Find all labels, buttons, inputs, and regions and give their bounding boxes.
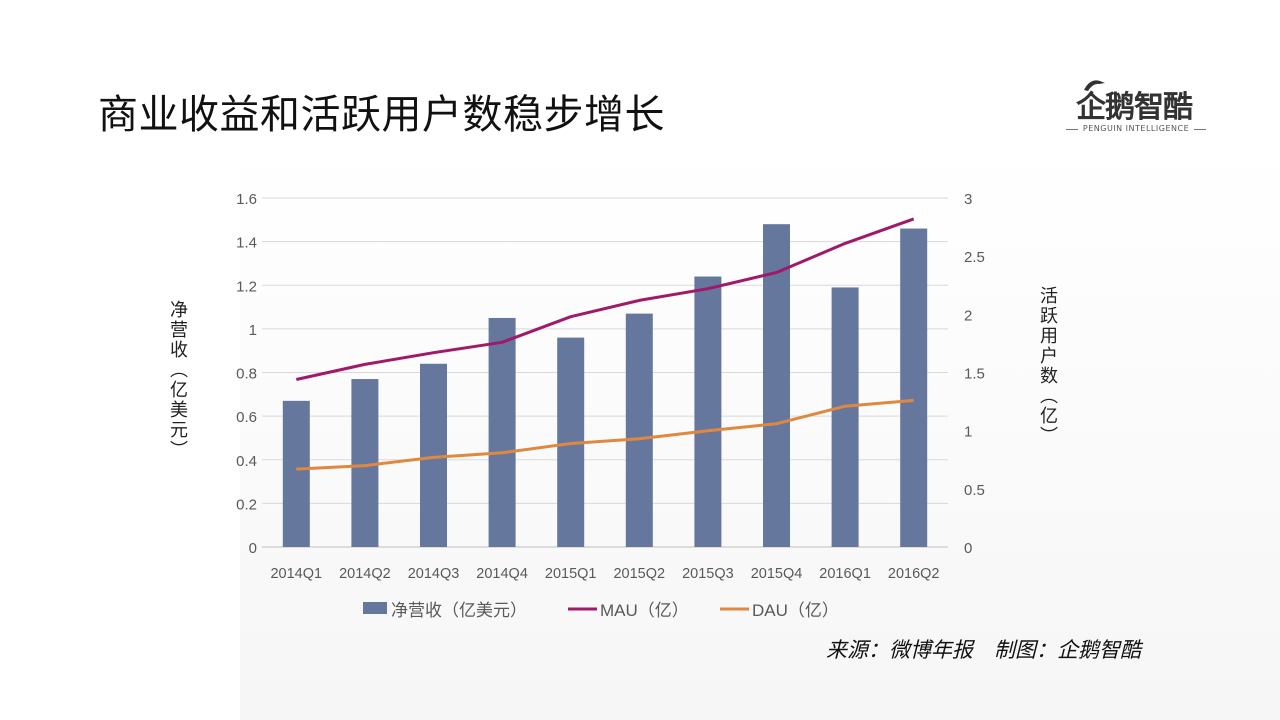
background-shade (240, 145, 1280, 720)
y-tick-label-left: 0.6 (236, 409, 257, 426)
y-axis-right-title: 活跃用户数（亿） (1037, 286, 1058, 446)
y-tick-label-right: 2.5 (964, 249, 985, 266)
y-tick-label-left: 1.2 (236, 278, 257, 295)
y-tick-label-left: 0.4 (236, 453, 257, 470)
bar (625, 313, 653, 547)
bar (763, 224, 790, 548)
y-tick-label-right: 0.5 (964, 482, 985, 499)
bar (282, 400, 310, 547)
x-tick-label: 2015Q1 (545, 566, 597, 582)
legend-label-revenue: 净营收（亿美元） (391, 601, 527, 620)
y-axis-left-title: 净营收（亿美元） (167, 300, 188, 460)
x-tick-label: 2016Q2 (888, 566, 940, 582)
x-tick-label: 2014Q3 (408, 566, 460, 582)
lines (295, 217, 915, 471)
legend-swatch-revenue (363, 602, 387, 614)
x-tick-label: 2014Q2 (339, 566, 391, 582)
logo-name: 企鹅智酷 (1076, 90, 1193, 125)
y-tick-label-left: 0 (249, 540, 257, 557)
logo-divider (1194, 129, 1206, 130)
brand-logo: 企鹅智酷 PENGUIN INTELLIGENCE (1066, 78, 1206, 138)
bars (282, 224, 928, 548)
source-note: 来源：微博年报 制图：企鹅智酷 (826, 638, 1141, 662)
y-tick-label-right: 1 (964, 424, 972, 441)
legend: 净营收（亿美元） MAU（亿） DAU（亿） (363, 601, 839, 620)
tick-labels: 0 0.2 0.4 0.6 0.8 1 1.2 1.4 1.6 0 0.5 1 1.5 2 2.5 3 2014… (236, 191, 985, 582)
x-tick-label: 2014Q1 (270, 566, 322, 582)
y-tick-label-right: 3 (964, 191, 972, 208)
y-tick-label-right: 0 (964, 540, 972, 557)
x-tick-label: 2015Q2 (613, 566, 665, 582)
page-title: 商业收益和活跃用户数稳步增长 (98, 92, 665, 138)
logo-divider (1066, 129, 1078, 130)
legend-label-mau: MAU（亿） (600, 601, 689, 620)
bar (488, 317, 516, 547)
mau-line (295, 217, 915, 381)
y-tick-label-left: 1.6 (236, 191, 257, 208)
bar (900, 228, 928, 547)
y-tick-label-left: 0.2 (236, 496, 257, 513)
legend-label-dau: DAU（亿） (752, 601, 839, 620)
y-tick-label-left: 1.4 (236, 235, 257, 252)
x-tick-label: 2014Q4 (476, 566, 528, 582)
y-tick-label-right: 2 (964, 307, 972, 324)
y-tick-label-left: 0.8 (236, 366, 257, 383)
dau-line (296, 398, 914, 471)
bar (694, 276, 722, 547)
penguin-icon (1084, 80, 1105, 91)
x-tick-label: 2016Q1 (819, 566, 871, 582)
x-tick-label: 2015Q3 (682, 566, 734, 582)
y-tick-label-right: 1.5 (964, 366, 985, 383)
x-tick-label: 2015Q4 (751, 566, 803, 582)
logo-subtitle: PENGUIN INTELLIGENCE (1082, 124, 1190, 133)
y-tick-label-left: 1 (249, 322, 257, 339)
bar (831, 287, 859, 547)
